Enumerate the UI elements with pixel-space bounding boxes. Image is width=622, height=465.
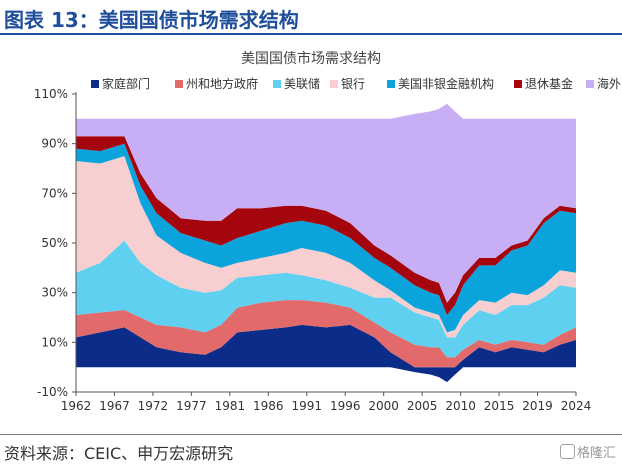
legend-label: 退休基金 (525, 76, 573, 91)
y-tick-label: 10% (41, 335, 68, 349)
legend-label: 家庭部门 (102, 76, 150, 91)
legend-item-2: 州和地方政府 (175, 76, 258, 91)
x-tick-label: 2000 (368, 399, 399, 413)
legend-item-4: 银行 (330, 77, 365, 91)
legend-swatch (387, 80, 395, 88)
y-tick-label: -10% (37, 385, 68, 399)
x-tick-label: 1991 (291, 399, 322, 413)
source-note: 资料来源：CEIC、申万宏源研究 (4, 444, 234, 463)
x-tick-label: 1986 (253, 399, 284, 413)
legend-swatch (586, 80, 594, 88)
x-tick-label: 2010 (445, 399, 476, 413)
y-tick-label: 90% (41, 137, 68, 151)
x-tick-label: 1972 (138, 399, 169, 413)
series-area-5 (76, 143, 576, 333)
x-axis: 1962 1967 1972 1977 1981 1986 1991 1996 2000 2005… (61, 391, 592, 413)
legend-label: 美联储 (284, 76, 320, 91)
x-tick-label: 2005 (407, 399, 438, 413)
y-tick-label: 70% (41, 186, 68, 200)
x-tick-label: 2015 (484, 399, 515, 413)
legend-label: 海外 (597, 76, 621, 91)
header-divider (0, 33, 622, 35)
series-area-7 (76, 103, 576, 303)
legend-item-6: 退休基金 (514, 76, 573, 91)
x-tick-label: 1977 (176, 399, 207, 413)
watermark-logo-icon (559, 444, 575, 459)
legend-swatch (91, 80, 99, 88)
legend-item-5: 美国非银金融机构 (387, 76, 494, 91)
y-tick-label: 50% (41, 236, 68, 250)
legend-label: 美国非银金融机构 (398, 76, 494, 91)
legend-swatch (273, 80, 281, 88)
legend-swatch (175, 80, 183, 88)
series-area-3 (76, 240, 576, 358)
chart-legend: 家庭部门 州和地方政府 美联储 银行 美国非银金融机构 退休基金 海外 (91, 76, 621, 91)
x-tick-label: 1962 (61, 399, 92, 413)
legend-swatch (514, 80, 522, 88)
legend-label: 银行 (341, 77, 365, 91)
report-header: 图表 13：美国国债市场需求结构 (0, 0, 622, 35)
plot-area (76, 103, 576, 383)
x-tick-label: 1981 (215, 399, 246, 413)
x-tick-label: 1967 (99, 399, 130, 413)
chart-title: 美国国债市场需求结构 (241, 50, 381, 67)
stacked-area-chart: 美国国债市场需求结构 家庭部门 州和地方政府 美联储 银行 美国非银金融机构 退休基金 海外… (34, 50, 621, 413)
x-tick-label: 1996 (330, 399, 361, 413)
watermark: 格隆汇 (559, 442, 616, 461)
y-tick-label: 30% (41, 286, 68, 300)
figure-title: 图表 13：美国国债市场需求结构 (4, 8, 299, 32)
legend-item-3: 美联储 (273, 76, 320, 91)
footer-divider (0, 434, 622, 435)
x-tick-label: 2019 (522, 399, 553, 413)
legend-swatch (330, 80, 338, 88)
legend-item-1: 家庭部门 (91, 76, 150, 91)
series-area-6 (76, 136, 576, 315)
series-area-1 (76, 324, 576, 383)
y-tick-label: 110% (34, 87, 68, 101)
legend-label: 州和地方政府 (186, 76, 258, 91)
legend-item-7: 海外 (586, 76, 621, 91)
watermark-text: 格隆汇 (576, 446, 616, 461)
x-tick-label: 2024 (561, 399, 592, 413)
series-area-2 (76, 300, 576, 368)
series-area-4 (76, 156, 576, 338)
y-axis: -10% 10% 30% 50% 70% 90% 110% (34, 87, 77, 399)
